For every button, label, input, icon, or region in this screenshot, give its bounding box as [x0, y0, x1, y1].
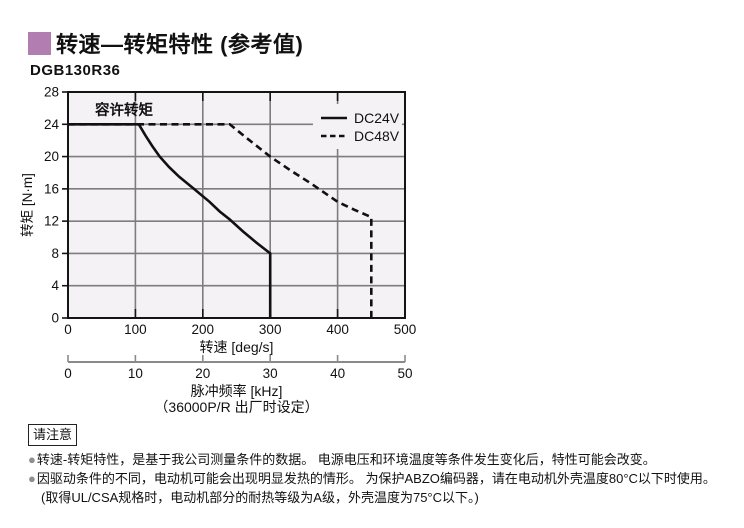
x2tick-label: 30 — [263, 366, 278, 381]
ytick-label: 28 — [44, 85, 59, 100]
ytick-label: 0 — [51, 311, 59, 326]
note-continuation: (取得UL/CSA规格时，电动机部分的耐热等级为A级，外壳温度为75°C以下。) — [41, 490, 479, 505]
xtick-label: 100 — [124, 322, 147, 337]
notice-label: 请注意 — [28, 424, 78, 446]
series-dc48v — [68, 123, 373, 318]
x2tick-label: 20 — [195, 366, 210, 381]
ytick-label: 12 — [44, 214, 59, 229]
legend-label-dc24v: DC24V — [354, 110, 400, 126]
ytick-label: 24 — [44, 117, 60, 132]
note-text: 转速-转矩特性，是基于我公司测量条件的数据。 电源电压和环境温度等条件发生变化后… — [36, 452, 656, 467]
notes-section: 请注意 ● 转速-转矩特性，是基于我公司测量条件的数据。 电源电压和环境温度等条… — [28, 424, 740, 507]
x2-axis-note: （36000P/R 出厂时设定） — [154, 399, 318, 415]
bullet-icon: ● — [28, 471, 36, 486]
page-title: 转速—转矩特性 (参考值) — [56, 32, 304, 57]
model-name: DGB130R36 — [30, 62, 121, 79]
xtick-label: 400 — [326, 322, 349, 337]
bullet-icon: ● — [28, 452, 36, 467]
xtick-label: 0 — [64, 322, 72, 337]
ytick-label: 4 — [51, 278, 59, 293]
xtick-label: 200 — [192, 322, 215, 337]
note-text: 因驱动条件的不同，电动机可能会出现明显发热的情形。 为保护ABZO编码器，请在电… — [36, 471, 716, 486]
y-axis-label: 转矩 [N·m] — [20, 173, 35, 237]
ytick-label: 8 — [51, 246, 59, 261]
legend-label-dc48v: DC48V — [354, 128, 400, 144]
x2tick-label: 0 — [64, 366, 72, 381]
page-header: 转速—转矩特性 (参考值) — [28, 27, 303, 59]
x2-axis-label: 脉冲频率 [kHz] — [191, 383, 283, 399]
x2tick-label: 50 — [397, 366, 412, 381]
legend-bg — [313, 104, 402, 149]
ytick-label: 20 — [44, 149, 59, 164]
note-item: ● 转速-转矩特性，是基于我公司测量条件的数据。 电源电压和环境温度等条件发生变… — [28, 450, 740, 469]
series-dc24v — [68, 123, 272, 318]
x2tick-label: 40 — [330, 366, 345, 381]
x2tick-label: 10 — [128, 366, 143, 381]
xtick-label: 500 — [394, 322, 417, 337]
ytick-label: 16 — [44, 181, 59, 196]
note-item: ● 因驱动条件的不同，电动机可能会出现明显发热的情形。 为保护ABZO编码器，请… — [28, 469, 740, 488]
allowable-torque-label: 容许转矩 — [94, 101, 153, 119]
x-axis-label: 转速 [deg/s] — [200, 339, 274, 355]
section-marker-icon — [28, 31, 51, 55]
plot-frame — [67, 91, 406, 319]
xtick-label: 300 — [259, 322, 282, 337]
